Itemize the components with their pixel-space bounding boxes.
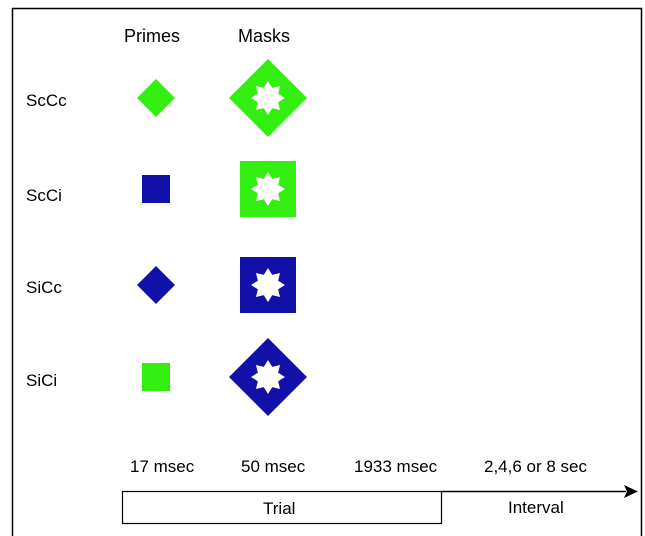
prime-diamond-sccc bbox=[137, 79, 175, 117]
row-label-sici: SiCi bbox=[26, 371, 58, 390]
prime-square-sici bbox=[142, 363, 170, 391]
prime-square-scci bbox=[142, 175, 170, 203]
row-label-sccc: ScCc bbox=[26, 91, 67, 110]
mask-diamond-sici bbox=[229, 338, 307, 416]
column-header-masks: Masks bbox=[238, 26, 291, 46]
interval-label: Interval bbox=[508, 498, 564, 517]
duration-prime: 17 msec bbox=[130, 457, 195, 476]
mask-square-sicc bbox=[240, 257, 296, 313]
mask-square-scci bbox=[240, 161, 296, 217]
duration-mask: 50 msec bbox=[241, 457, 306, 476]
stimuli-grid bbox=[137, 59, 307, 416]
row-label-scci: ScCi bbox=[26, 186, 62, 205]
duration-blank: 1933 msec bbox=[354, 457, 438, 476]
trial-label: Trial bbox=[263, 499, 296, 518]
mask-diamond-sccc bbox=[229, 59, 307, 137]
column-header-primes: Primes bbox=[124, 26, 181, 46]
trial-box bbox=[121, 490, 443, 525]
prime-diamond-sicc bbox=[137, 266, 175, 304]
row-label-sicc: SiCc bbox=[26, 278, 62, 297]
timeline-arrowhead bbox=[624, 485, 638, 498]
duration-interval: 2,4,6 or 8 sec bbox=[484, 457, 588, 476]
